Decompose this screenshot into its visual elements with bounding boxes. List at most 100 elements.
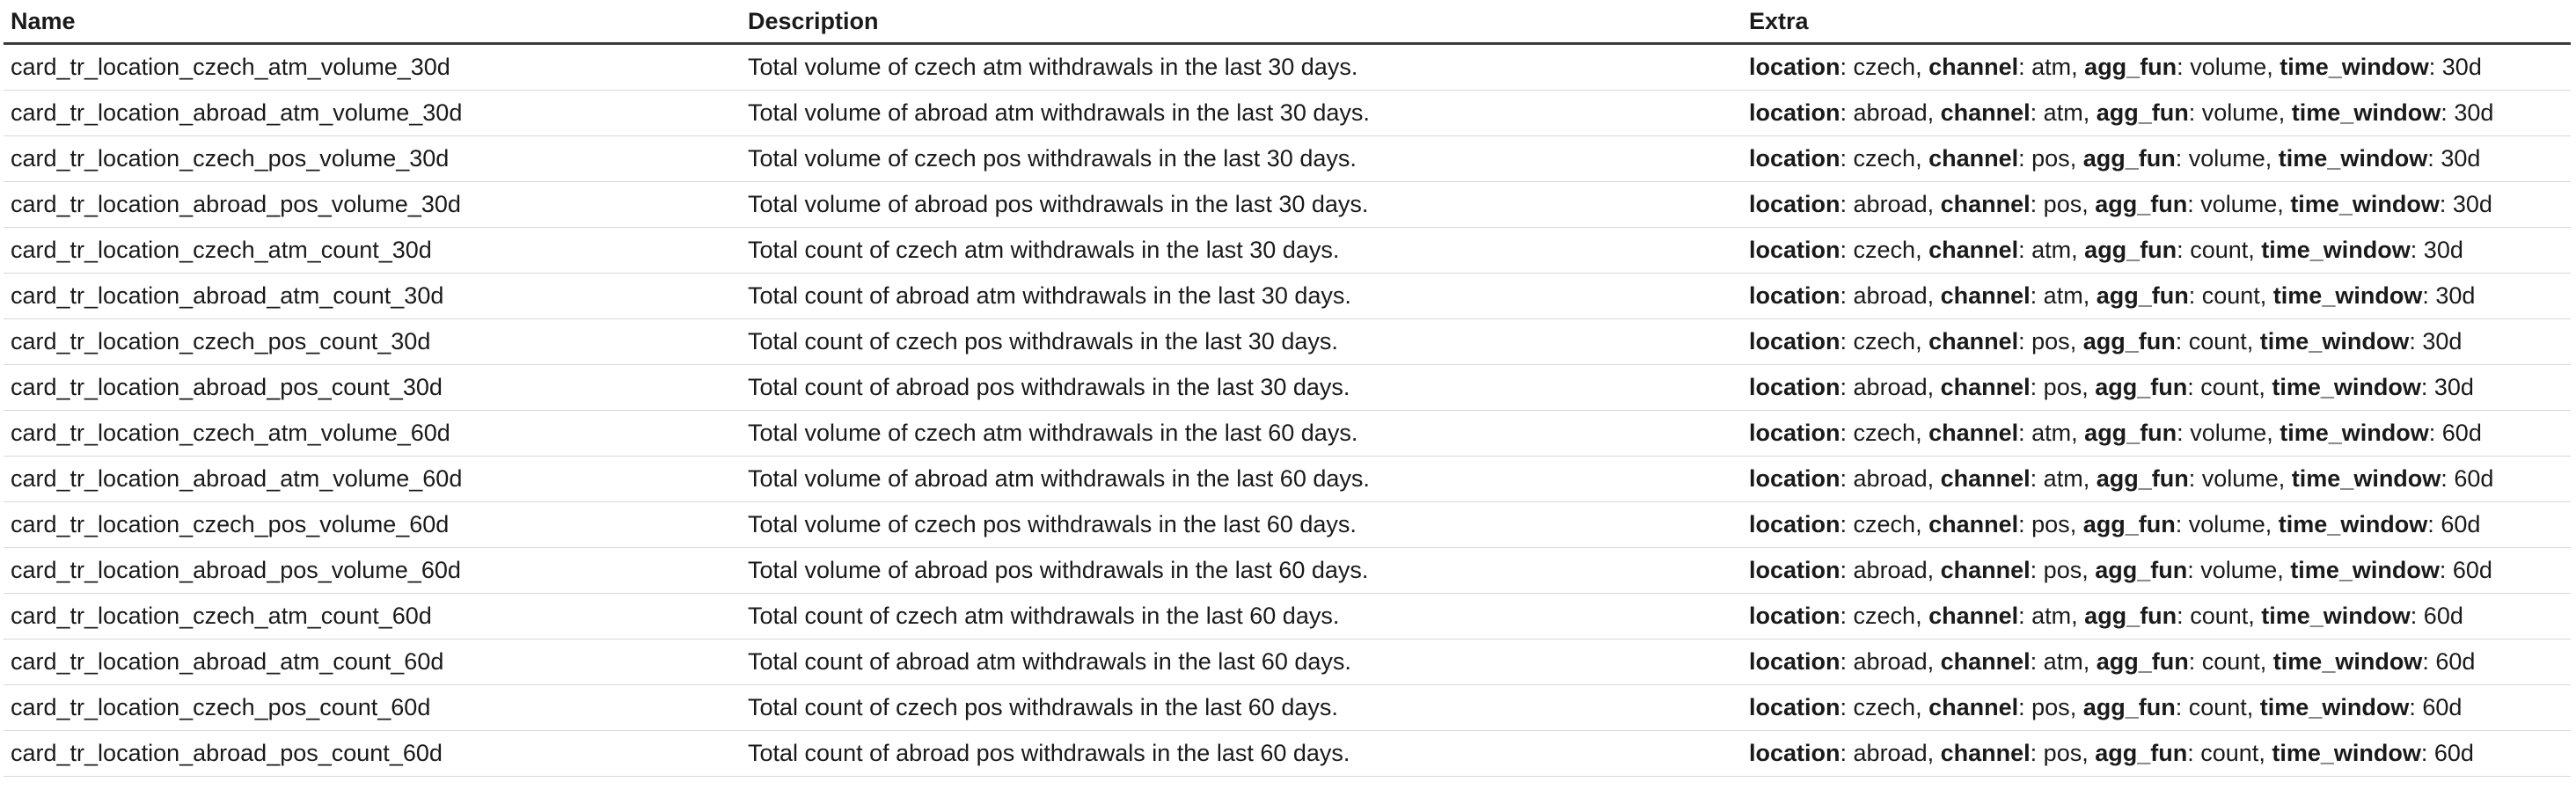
extra-key-time-window: time_window xyxy=(2291,99,2441,126)
cell-extra: location: czech, channel: atm, agg_fun: … xyxy=(1742,593,2571,640)
extra-key-location: location xyxy=(1749,99,1841,126)
table-row[interactable]: card_tr_location_abroad_atm_count_60d Tot… xyxy=(4,639,2571,685)
extra-key-channel: channel xyxy=(1928,145,2019,172)
cell-name: card_tr_location_abroad_pos_volume_30d xyxy=(4,181,741,228)
extra-key-agg-fun: agg_fun xyxy=(2095,374,2188,400)
table-row[interactable]: card_tr_location_abroad_pos_count_30d Tot… xyxy=(4,364,2571,411)
cell-extra: location: czech, channel: pos, agg_fun: … xyxy=(1742,135,2571,182)
table-row[interactable]: card_tr_location_czech_atm_count_30d Tota… xyxy=(4,227,2571,274)
cell-description: Total volume of czech pos withdrawals in… xyxy=(741,501,1742,548)
extra-key-agg-fun: agg_fun xyxy=(2084,54,2177,80)
table-row[interactable]: card_tr_location_abroad_pos_volume_30d To… xyxy=(4,181,2571,228)
cell-name: card_tr_location_czech_atm_count_60d xyxy=(4,593,741,640)
extra-value-agg-fun: count xyxy=(2188,328,2247,354)
cell-name: card_tr_location_czech_atm_volume_30d xyxy=(4,43,741,91)
extra-value-time-window: 60d xyxy=(2435,648,2476,675)
table-row[interactable]: card_tr_location_abroad_atm_count_30d Tot… xyxy=(4,273,2571,319)
column-header-extra[interactable]: Extra xyxy=(1742,0,2571,45)
extra-key-location: location xyxy=(1749,237,1841,263)
extra-key-time-window: time_window xyxy=(2278,511,2428,537)
extra-value-agg-fun: volume xyxy=(2200,557,2278,583)
extra-key-time-window: time_window xyxy=(2290,191,2440,217)
extra-value-channel: atm xyxy=(2031,420,2072,446)
cell-description: Total count of abroad pos withdrawals in… xyxy=(741,730,1742,777)
extra-key-time-window: time_window xyxy=(2261,237,2411,263)
extra-value-time-window: 60d xyxy=(2454,465,2494,492)
extra-value-channel: atm xyxy=(2043,99,2083,126)
table-row[interactable]: card_tr_location_abroad_pos_volume_60d To… xyxy=(4,547,2571,594)
table-row[interactable]: card_tr_location_abroad_atm_volume_60d To… xyxy=(4,456,2571,502)
extra-value-location: abroad xyxy=(1853,465,1928,492)
extra-value-agg-fun: volume xyxy=(2188,511,2265,537)
cell-extra: location: abroad, channel: atm, agg_fun:… xyxy=(1742,90,2571,136)
extra-value-location: czech xyxy=(1853,237,1916,263)
table-row[interactable]: card_tr_location_czech_atm_count_60d Tota… xyxy=(4,593,2571,640)
feature-table-container: Name Description Extra card_tr_location_… xyxy=(4,0,2571,777)
cell-name: card_tr_location_czech_pos_volume_30d xyxy=(4,135,741,182)
table-row[interactable]: card_tr_location_abroad_pos_count_60d Tot… xyxy=(4,730,2571,777)
table-row[interactable]: card_tr_location_czech_atm_volume_60d Tot… xyxy=(4,410,2571,457)
extra-key-time-window: time_window xyxy=(2290,557,2440,583)
extra-key-time-window: time_window xyxy=(2259,328,2410,354)
extra-key-time-window: time_window xyxy=(2272,740,2421,766)
cell-name: card_tr_location_czech_pos_count_60d xyxy=(4,684,741,731)
extra-key-time-window: time_window xyxy=(2280,420,2429,446)
extra-value-time-window: 30d xyxy=(2441,54,2482,80)
extra-value-channel: atm xyxy=(2043,648,2083,675)
cell-description: Total volume of czech atm withdrawals in… xyxy=(741,410,1742,457)
extra-key-channel: channel xyxy=(1928,328,2019,354)
extra-key-location: location xyxy=(1749,191,1841,217)
extra-value-channel: atm xyxy=(2043,465,2083,492)
extra-value-time-window: 30d xyxy=(2435,282,2476,309)
extra-value-agg-fun: count xyxy=(2200,740,2259,766)
cell-description: Total count of abroad atm withdrawals in… xyxy=(741,273,1742,319)
cell-description: Total volume of abroad pos withdrawals i… xyxy=(741,181,1742,228)
extra-value-location: czech xyxy=(1853,54,1916,80)
table-row[interactable]: card_tr_location_czech_pos_volume_30d Tot… xyxy=(4,135,2571,182)
cell-description: Total count of czech atm withdrawals in … xyxy=(741,593,1742,640)
extra-key-channel: channel xyxy=(1928,420,2019,446)
extra-value-location: abroad xyxy=(1853,648,1928,675)
extra-key-channel: channel xyxy=(1928,54,2019,80)
extra-value-channel: pos xyxy=(2043,557,2082,583)
column-header-description[interactable]: Description xyxy=(741,0,1742,45)
cell-name: card_tr_location_abroad_atm_volume_30d xyxy=(4,90,741,136)
extra-key-agg-fun: agg_fun xyxy=(2082,694,2176,720)
cell-name: card_tr_location_czech_pos_count_30d xyxy=(4,318,741,365)
column-header-name[interactable]: Name xyxy=(4,0,741,45)
table-row[interactable]: card_tr_location_czech_pos_count_60d Tota… xyxy=(4,684,2571,731)
extra-key-location: location xyxy=(1749,557,1841,583)
table-row[interactable]: card_tr_location_abroad_atm_volume_30d To… xyxy=(4,90,2571,136)
cell-extra: location: abroad, channel: pos, agg_fun:… xyxy=(1742,181,2571,228)
extra-value-time-window: 60d xyxy=(2422,694,2463,720)
cell-description: Total volume of abroad atm withdrawals i… xyxy=(741,90,1742,136)
cell-name: card_tr_location_abroad_atm_count_60d xyxy=(4,639,741,685)
cell-name: card_tr_location_abroad_pos_volume_60d xyxy=(4,547,741,594)
table-row[interactable]: card_tr_location_czech_atm_volume_30d Tot… xyxy=(4,43,2571,91)
cell-extra: location: czech, channel: pos, agg_fun: … xyxy=(1742,318,2571,365)
extra-key-location: location xyxy=(1749,740,1841,766)
extra-value-agg-fun: volume xyxy=(2188,145,2265,172)
extra-key-time-window: time_window xyxy=(2291,465,2441,492)
extra-value-agg-fun: count xyxy=(2201,648,2260,675)
cell-description: Total volume of abroad atm withdrawals i… xyxy=(741,456,1742,502)
extra-key-agg-fun: agg_fun xyxy=(2096,648,2189,675)
extra-value-agg-fun: count xyxy=(2190,603,2249,629)
cell-extra: location: abroad, channel: pos, agg_fun:… xyxy=(1742,364,2571,411)
extra-value-channel: atm xyxy=(2031,54,2072,80)
extra-key-agg-fun: agg_fun xyxy=(2096,465,2189,492)
table-row[interactable]: card_tr_location_czech_pos_volume_60d Tot… xyxy=(4,501,2571,548)
table-row[interactable]: card_tr_location_czech_pos_count_30d Tota… xyxy=(4,318,2571,365)
extra-key-location: location xyxy=(1749,420,1841,446)
extra-key-location: location xyxy=(1749,694,1841,720)
extra-key-time-window: time_window xyxy=(2272,648,2423,675)
extra-value-agg-fun: volume xyxy=(2200,191,2278,217)
cell-extra: location: abroad, channel: atm, agg_fun:… xyxy=(1742,273,2571,319)
extra-key-time-window: time_window xyxy=(2272,282,2423,309)
extra-value-channel: atm xyxy=(2031,603,2072,629)
extra-value-location: czech xyxy=(1853,145,1916,172)
extra-key-agg-fun: agg_fun xyxy=(2096,99,2189,126)
extra-value-time-window: 30d xyxy=(2441,145,2481,172)
extra-value-location: czech xyxy=(1853,420,1916,446)
cell-description: Total volume of abroad pos withdrawals i… xyxy=(741,547,1742,594)
